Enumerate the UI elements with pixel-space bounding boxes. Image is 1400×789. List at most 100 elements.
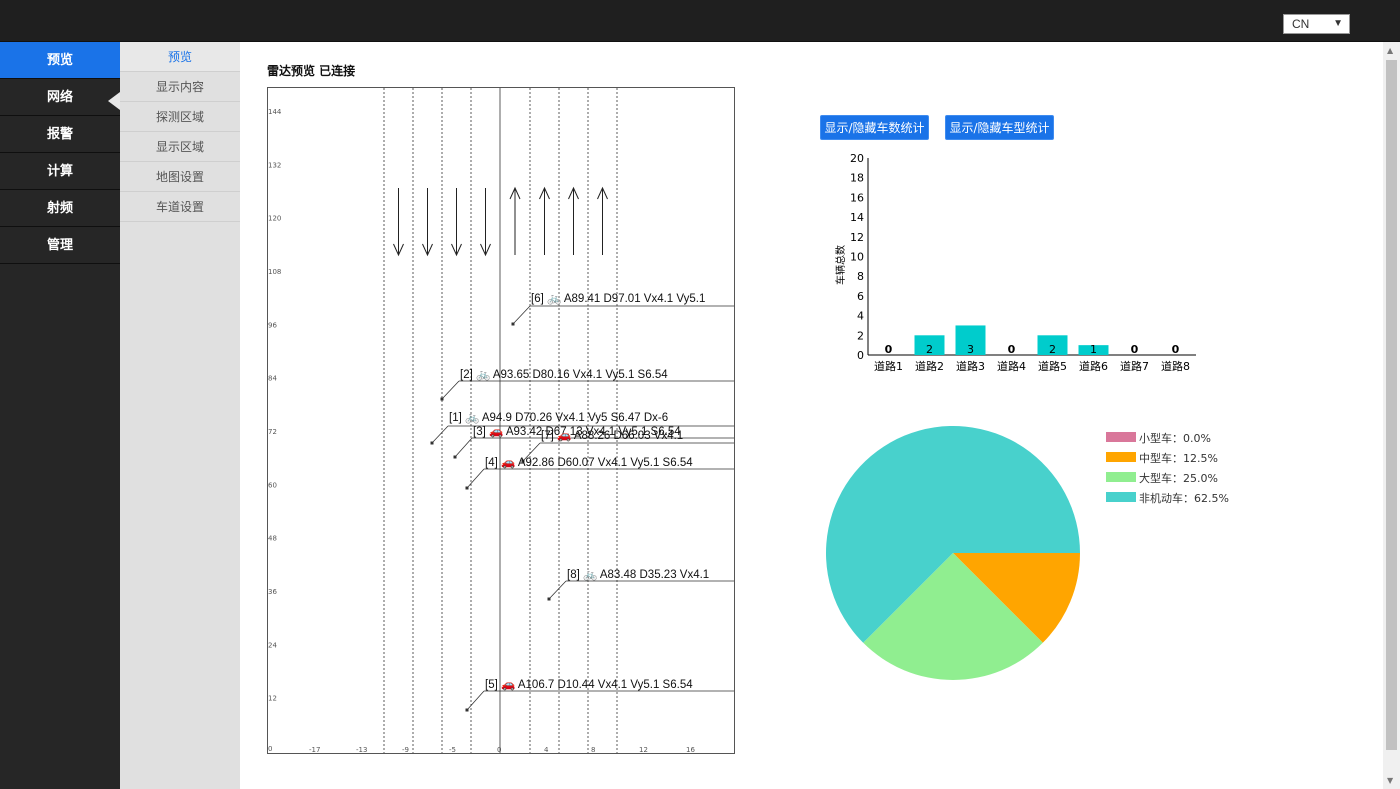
radar-target-label: [1] 🚲 A94.9 D70.26 Vx4.1 Vy5 S6.47 Dx-6 <box>449 412 668 424</box>
radar-target[interactable]: [8] 🚲 A83.48 D35.23 Vx4.1 <box>547 569 735 601</box>
chevron-down-icon: ▼ <box>1333 18 1343 29</box>
bar-y-tick: 12 <box>850 231 864 244</box>
radar-x-tick: 8 <box>591 746 595 753</box>
bar-y-tick: 2 <box>857 329 864 342</box>
bar-category-label: 道路7 <box>1120 359 1149 373</box>
bar-category-label: 道路8 <box>1161 359 1190 373</box>
nav-item-label: 报警 <box>46 127 73 142</box>
sub-item-label: 车道设置 <box>155 200 204 214</box>
radar-y-tick: 12 <box>268 695 277 703</box>
radar-view[interactable]: 144 132 120 108 96 84 72 60 48 36 24 12 0 -17 -13 -9 -5 0… <box>267 87 735 754</box>
nav-item-label: 网络 <box>46 90 73 105</box>
bar-value-label: 0 <box>1172 343 1180 356</box>
bar[interactable] <box>1078 345 1109 355</box>
radar-y-tick: 120 <box>268 215 281 223</box>
radar-y-tick: 84 <box>268 375 277 383</box>
radar-x-tick: 4 <box>544 746 549 753</box>
bar-y-tick: 10 <box>850 251 864 264</box>
legend-label: 中型车：12.5% <box>1139 452 1218 465</box>
nav-item-manage[interactable]: 管理 <box>0 227 120 264</box>
bar-value-label: 0 <box>1131 343 1139 356</box>
bar-value-label: 0 <box>1008 343 1016 356</box>
arrow-down-icon <box>393 188 404 257</box>
bar-category-label: 道路3 <box>956 359 985 373</box>
toggle-type-button[interactable]: 显示/隐藏车型统计 <box>945 115 1054 140</box>
radar-target[interactable]: [4] 🚗 A92.86 D60.07 Vx4.1 Vy5.1 S6.54 <box>465 457 735 490</box>
radar-y-tick: 36 <box>268 588 277 596</box>
arrow-up-icon <box>568 186 579 255</box>
radar-y-tick: 0 <box>268 745 272 753</box>
bar[interactable] <box>914 335 945 355</box>
nav-item-rf[interactable]: 射频 <box>0 190 120 227</box>
radar-y-tick: 108 <box>268 268 281 276</box>
radar-x-tick: 12 <box>639 746 648 753</box>
bar-category-label: 道路4 <box>997 359 1026 373</box>
radar-target[interactable]: [2] 🚲 A93.65 D80.16 Vx4.1 Vy5.1 S6.54 <box>440 369 735 401</box>
radar-target-label: [6] 🚲 A89.41 D97.01 Vx4.1 Vy5.1 <box>531 293 705 305</box>
sub-item-label: 地图设置 <box>155 170 204 184</box>
scroll-up-icon[interactable]: ▲ <box>1387 46 1394 55</box>
legend-label: 大型车：25.0% <box>1139 472 1218 485</box>
radar-x-tick: -5 <box>449 746 456 753</box>
bar-value-label: 3 <box>967 343 974 356</box>
bar[interactable] <box>1037 335 1068 355</box>
radar-target[interactable]: [7] 🚗 A88.26 D66.03 Vx4.1 <box>521 430 735 463</box>
scrollbar-thumb[interactable] <box>1386 60 1397 750</box>
radar-target[interactable]: [3] 🚗 A93.42 D67.13 Vx4.1 Vy5.1 S6.54 <box>453 426 735 459</box>
sub-item-preview[interactable]: 预览 <box>120 42 240 72</box>
scroll-down-icon[interactable]: ▼ <box>1387 776 1394 785</box>
radar-target-label: [5] 🚗 A106.7 D10.44 Vx4.1 Vy5.1 S6.54 <box>485 679 693 691</box>
sub-item-label: 预览 <box>167 50 192 64</box>
radar-target[interactable]: [6] 🚲 A89.41 D97.01 Vx4.1 Vy5.1 <box>511 293 735 326</box>
radar-target[interactable]: [5] 🚗 A106.7 D10.44 Vx4.1 Vy5.1 S6.54 <box>465 679 735 712</box>
sub-item-display-content[interactable]: 显示内容 <box>120 72 240 102</box>
radar-y-tick: 96 <box>268 321 277 329</box>
nav-item-network[interactable]: 网络 <box>0 79 120 116</box>
arrow-down-icon <box>422 188 433 257</box>
radar-y-tick: 132 <box>268 161 281 169</box>
bar-y-tick: 18 <box>850 172 864 185</box>
bar-y-tick: 16 <box>850 191 864 204</box>
vehicle-count-chart: 02468101214161820车辆总数0道路12道路23道路30道路42道路… <box>834 152 1196 373</box>
bar-y-tick: 4 <box>857 310 864 323</box>
bar-value-label: 0 <box>885 343 893 356</box>
sub-item-label: 显示内容 <box>155 80 204 94</box>
bar-category-label: 道路2 <box>915 359 944 373</box>
radar-y-tick: 24 <box>268 641 277 649</box>
page-scrollbar[interactable]: ▲ ▼ <box>1383 42 1400 789</box>
legend-swatch <box>1106 432 1136 442</box>
legend-label: 小型车：0.0% <box>1139 432 1211 445</box>
toggle-count-button[interactable]: 显示/隐藏车数统计 <box>820 115 929 140</box>
pie-slice[interactable] <box>826 426 1080 643</box>
sub-item-map-settings[interactable]: 地图设置 <box>120 162 240 192</box>
left-nav: 预览 网络 报警 计算 射频 管理 <box>0 42 120 789</box>
bar-category-label: 道路5 <box>1038 359 1067 373</box>
vehicle-type-pie <box>826 426 1080 680</box>
sub-item-lane-settings[interactable]: 车道设置 <box>120 192 240 222</box>
radar-x-tick: 0 <box>497 746 501 753</box>
bar-value-label: 2 <box>926 343 933 356</box>
pie-slice[interactable] <box>863 553 1043 680</box>
sub-item-display-area[interactable]: 显示区域 <box>120 132 240 162</box>
radar-target[interactable]: [1] 🚲 A94.9 D70.26 Vx4.1 Vy5 S6.47 Dx-6 <box>430 412 735 445</box>
legend-label: 非机动车：62.5% <box>1139 492 1229 505</box>
pie-slice[interactable] <box>953 553 1080 643</box>
radar-x-tick: -17 <box>309 746 320 753</box>
sub-item-label: 显示区域 <box>155 140 204 154</box>
active-pointer-icon <box>108 92 120 110</box>
bar-category-label: 道路1 <box>874 359 903 373</box>
radar-target-label: [4] 🚗 A92.86 D60.07 Vx4.1 Vy5.1 S6.54 <box>485 457 693 469</box>
bar-category-label: 道路6 <box>1079 359 1108 373</box>
language-select[interactable]: CN ▼ <box>1283 14 1350 34</box>
arrow-up-icon <box>597 186 608 255</box>
radar-target-label: [3] 🚗 A93.42 D67.13 Vx4.1 Vy5.1 S6.54 <box>473 426 681 438</box>
nav-item-label: 射频 <box>46 201 73 216</box>
nav-item-alarm[interactable]: 报警 <box>0 116 120 153</box>
bar-y-label: 车辆总数 <box>834 245 847 285</box>
sub-item-detect-area[interactable]: 探测区域 <box>120 102 240 132</box>
nav-item-preview[interactable]: 预览 <box>0 42 120 79</box>
nav-item-compute[interactable]: 计算 <box>0 153 120 190</box>
bar-y-tick: 0 <box>857 349 864 362</box>
bar[interactable] <box>955 325 986 355</box>
